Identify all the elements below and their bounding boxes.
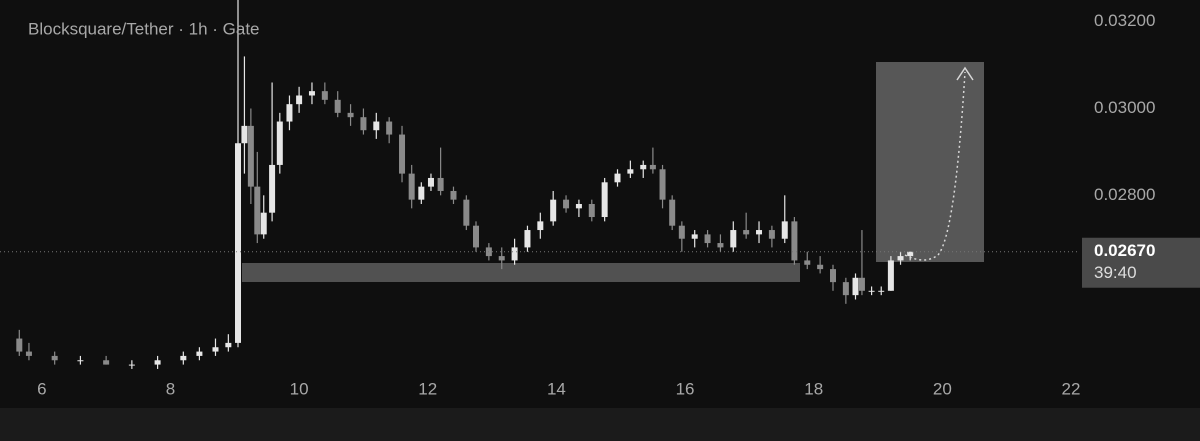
countdown: 39:40 — [1094, 263, 1137, 282]
y-tick-label: 0.02800 — [1094, 185, 1155, 204]
candle-body — [437, 177, 444, 191]
candle-body — [878, 290, 885, 292]
candle-body — [756, 230, 763, 235]
candle-body — [254, 186, 261, 235]
candle-body — [852, 277, 859, 296]
candle-body — [842, 282, 849, 296]
candle-body — [128, 364, 135, 366]
candle-body — [649, 164, 656, 170]
candle-body — [347, 112, 354, 118]
candle-body — [524, 230, 531, 248]
arrow-head — [956, 66, 974, 81]
candle-body — [537, 221, 544, 231]
candle-body — [669, 199, 676, 226]
candle-body — [575, 204, 582, 209]
candle-body — [321, 91, 328, 100]
x-tick-label: 6 — [37, 379, 46, 398]
candle-body — [180, 355, 187, 361]
candle-body — [241, 125, 248, 144]
price-axis — [1080, 0, 1200, 408]
candle-body — [550, 199, 557, 222]
candle-body — [563, 199, 570, 209]
candle-body — [212, 347, 219, 352]
candle-body — [717, 243, 724, 248]
plot-area — [0, 0, 1080, 408]
candle-body — [154, 360, 161, 365]
x-tick-label: 22 — [1062, 379, 1081, 398]
candle-body — [897, 256, 904, 261]
x-tick-label: 20 — [933, 379, 952, 398]
x-tick-label: 10 — [290, 379, 309, 398]
candle-body — [386, 121, 393, 135]
chart-title: Blocksquare/Tether · 1h · Gate — [28, 19, 260, 38]
candle-body — [678, 225, 685, 239]
projection-arrow — [904, 71, 966, 261]
y-tick-label: 0.03200 — [1094, 11, 1155, 30]
candle-body — [276, 121, 283, 165]
price-label-box — [1082, 237, 1200, 288]
candle-body — [887, 260, 894, 291]
candle-body — [408, 173, 415, 200]
candle-body — [418, 186, 425, 200]
candle-body — [743, 230, 750, 235]
candle-body — [858, 277, 865, 291]
candle-body — [360, 117, 367, 131]
x-tick-label: 12 — [418, 379, 437, 398]
candle-body — [77, 360, 84, 362]
candle-body — [868, 290, 875, 292]
candle-body — [103, 360, 110, 365]
candle-body — [16, 338, 23, 352]
candle-body — [25, 351, 32, 356]
candle-body — [373, 121, 380, 131]
candle-body — [196, 351, 203, 356]
candle-body — [829, 269, 836, 283]
candle-body — [704, 234, 711, 244]
candle-body — [225, 342, 232, 348]
candle-body — [498, 256, 505, 261]
candle-body — [640, 164, 647, 170]
x-tick-label: 8 — [166, 379, 175, 398]
candle-body — [269, 164, 276, 213]
candle-body — [730, 230, 737, 248]
candle-body — [308, 91, 315, 96]
candle-body — [296, 95, 303, 105]
candle-body — [234, 143, 241, 343]
candle-body — [260, 212, 267, 235]
candle-body — [286, 104, 293, 122]
candle-body — [472, 225, 479, 248]
candle-body — [511, 247, 518, 261]
candle-body — [817, 264, 824, 270]
candle-body — [659, 169, 666, 200]
target-box — [876, 62, 984, 262]
candle-body — [463, 199, 470, 226]
candle-body — [781, 221, 788, 239]
candle-body — [51, 355, 58, 361]
x-tick-label: 18 — [804, 379, 823, 398]
candle-body — [804, 260, 811, 265]
candle-body — [601, 182, 608, 218]
candle-body — [907, 251, 914, 257]
candle-body — [247, 125, 254, 187]
candle-body — [450, 190, 457, 200]
x-tick-label: 14 — [547, 379, 566, 398]
candle-body — [399, 134, 406, 174]
x-tick-label: 16 — [676, 379, 695, 398]
candle-body — [334, 99, 341, 113]
y-tick-label: 0.03000 — [1094, 98, 1155, 117]
candle-body — [588, 204, 595, 218]
support-zone — [242, 263, 800, 282]
last-price-label: 0.02670 — [1094, 241, 1155, 260]
candle-body — [791, 221, 798, 261]
candle-body — [691, 234, 698, 239]
candle-body — [614, 173, 621, 183]
candle-body — [427, 177, 434, 187]
candle-body — [768, 230, 775, 239]
candle-body — [627, 169, 634, 174]
